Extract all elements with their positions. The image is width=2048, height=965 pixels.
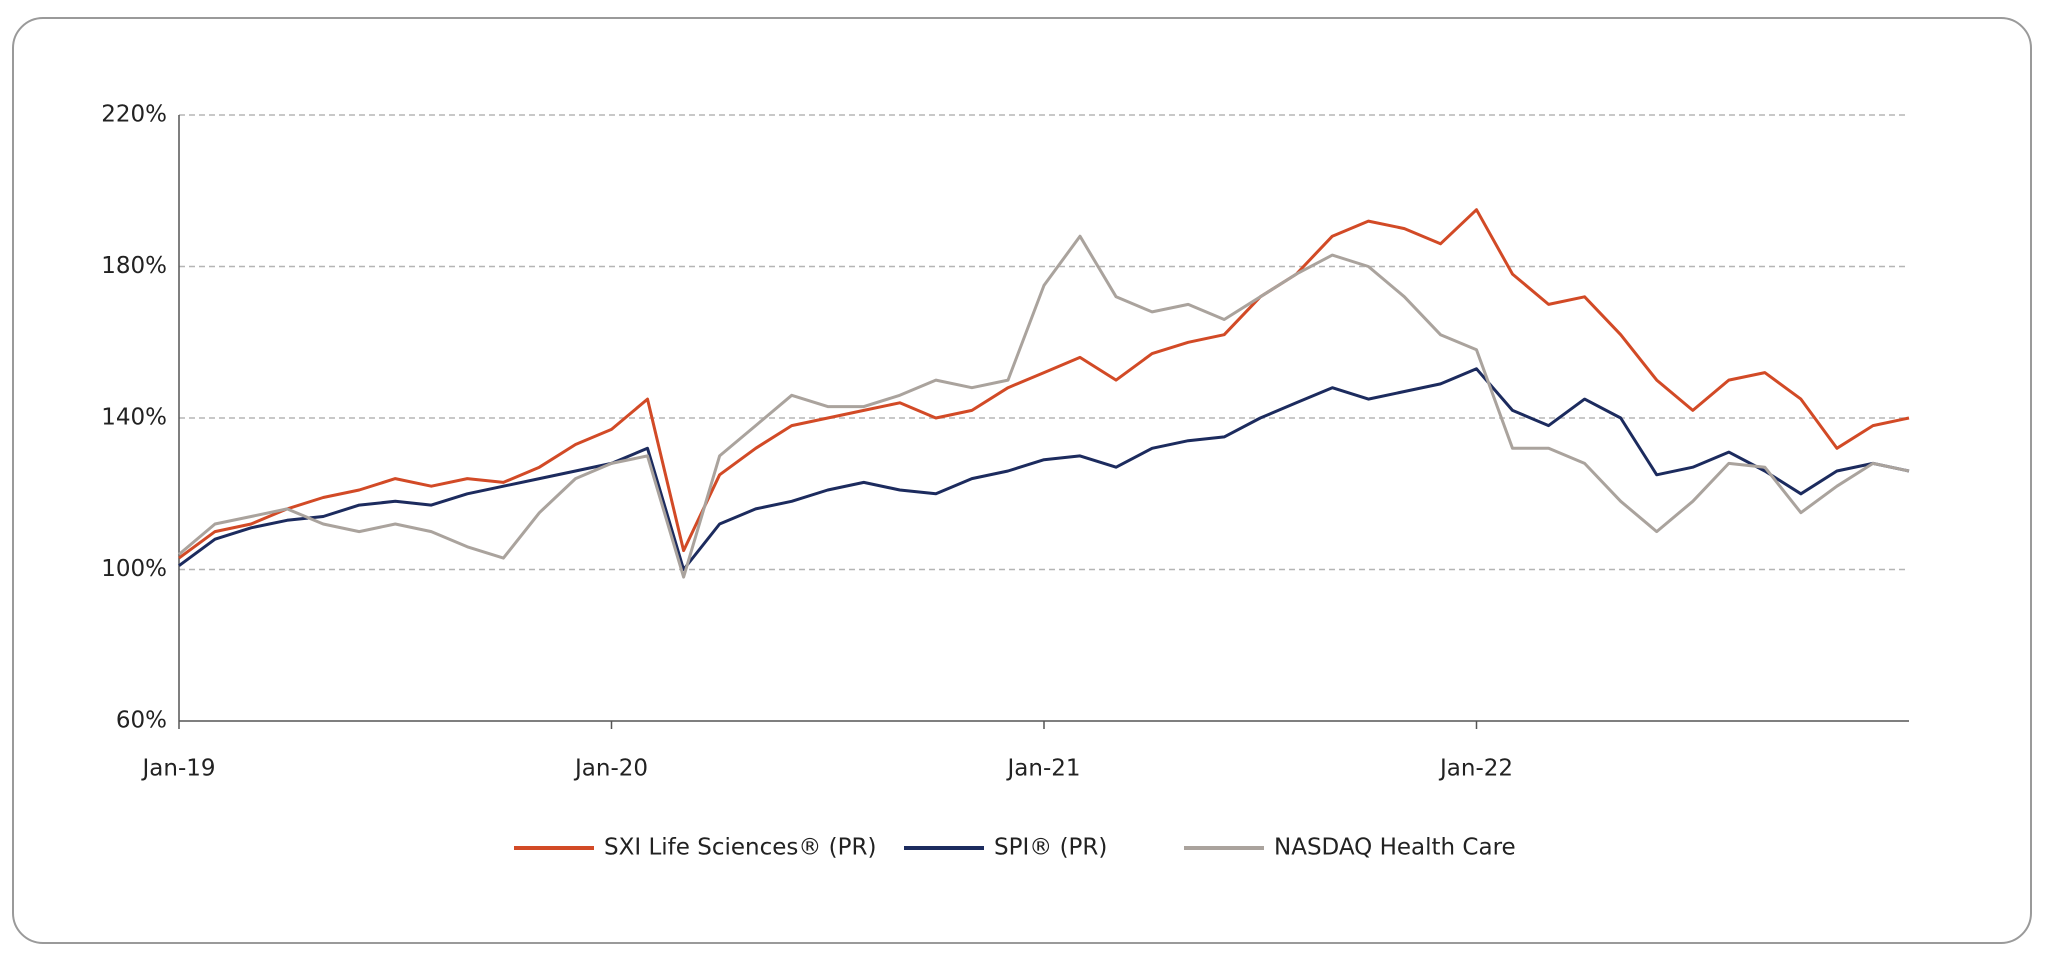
x-tick-label: Jan-22	[1438, 756, 1513, 782]
y-tick-label: 140%	[101, 405, 167, 431]
legend-label: NASDAQ Health Care	[1274, 835, 1516, 861]
legend-label: SPI® (PR)	[994, 835, 1107, 861]
y-tick-label: 220%	[101, 102, 167, 128]
x-tick-label: Jan-20	[573, 756, 648, 782]
x-tick-label: Jan-19	[140, 756, 215, 782]
series-line	[178, 367, 1910, 571]
x-tick-label: Jan-21	[1005, 756, 1080, 782]
series-line	[178, 208, 1910, 560]
series-line	[178, 234, 1910, 579]
frame	[12, 17, 2032, 944]
y-tick-label: 180%	[101, 253, 167, 279]
y-tick-label: 60%	[116, 708, 167, 734]
legend-label: SXI Life Sciences® (PR)	[604, 835, 876, 861]
y-tick-label: 100%	[101, 556, 167, 582]
